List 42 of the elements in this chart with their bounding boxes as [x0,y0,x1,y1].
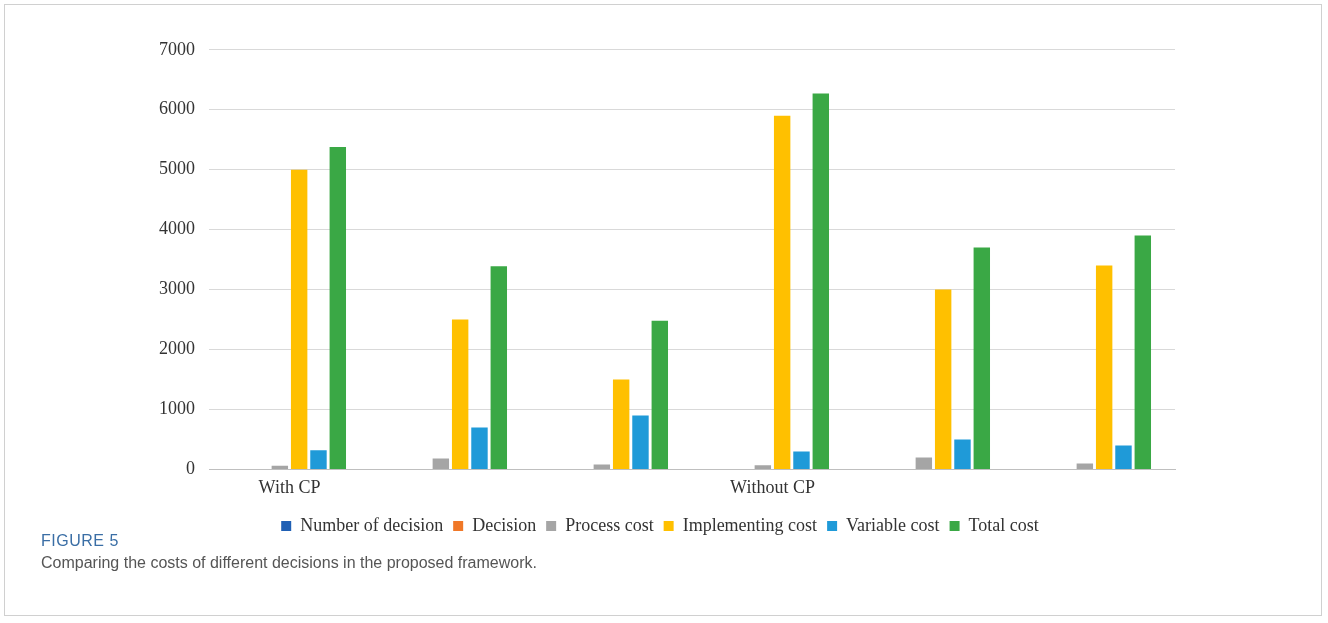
bar [1095,265,1113,469]
bar [973,247,991,469]
legend-label: Number of decision [300,514,444,535]
bar [793,451,810,469]
y-tick-label: 1000 [159,398,195,419]
bar [1134,235,1152,469]
bar [773,115,791,469]
bar [271,465,289,469]
legend-label: Process cost [565,514,654,535]
x-tick-label: With CP [258,476,321,497]
text: FIGURE 5 [41,532,119,550]
bar [612,379,630,469]
y-tick-label: 2000 [159,338,195,359]
y-tick-label: 3000 [159,278,195,299]
bar [310,450,327,469]
bar [915,457,933,469]
bar [490,266,508,469]
legend-label: Decision [472,514,537,535]
bar [812,93,830,469]
bar [954,439,971,469]
bar [329,146,347,469]
y-tick-label: 7000 [159,38,195,59]
bar [290,169,308,469]
bar [471,427,488,469]
text: Comparing the costs of different decisions in the proposed framework. [41,554,537,572]
bar [1115,445,1132,469]
bar [593,464,611,469]
bar [432,458,450,469]
x-tick-label: Without CP [730,476,815,497]
legend-label: Implementing cost [682,514,818,535]
y-tick-label: 5000 [159,158,195,179]
bar [754,465,772,469]
y-tick-label: 4000 [159,218,195,239]
legend-label: Variable cost [846,514,940,535]
bar [632,415,649,469]
bar [451,319,469,469]
bar [1076,463,1094,469]
bar [651,320,669,469]
y-tick-label: 6000 [159,98,195,119]
legend-label: Total cost [968,514,1039,535]
y-tick-label: 0 [186,458,195,479]
bar [934,289,952,469]
